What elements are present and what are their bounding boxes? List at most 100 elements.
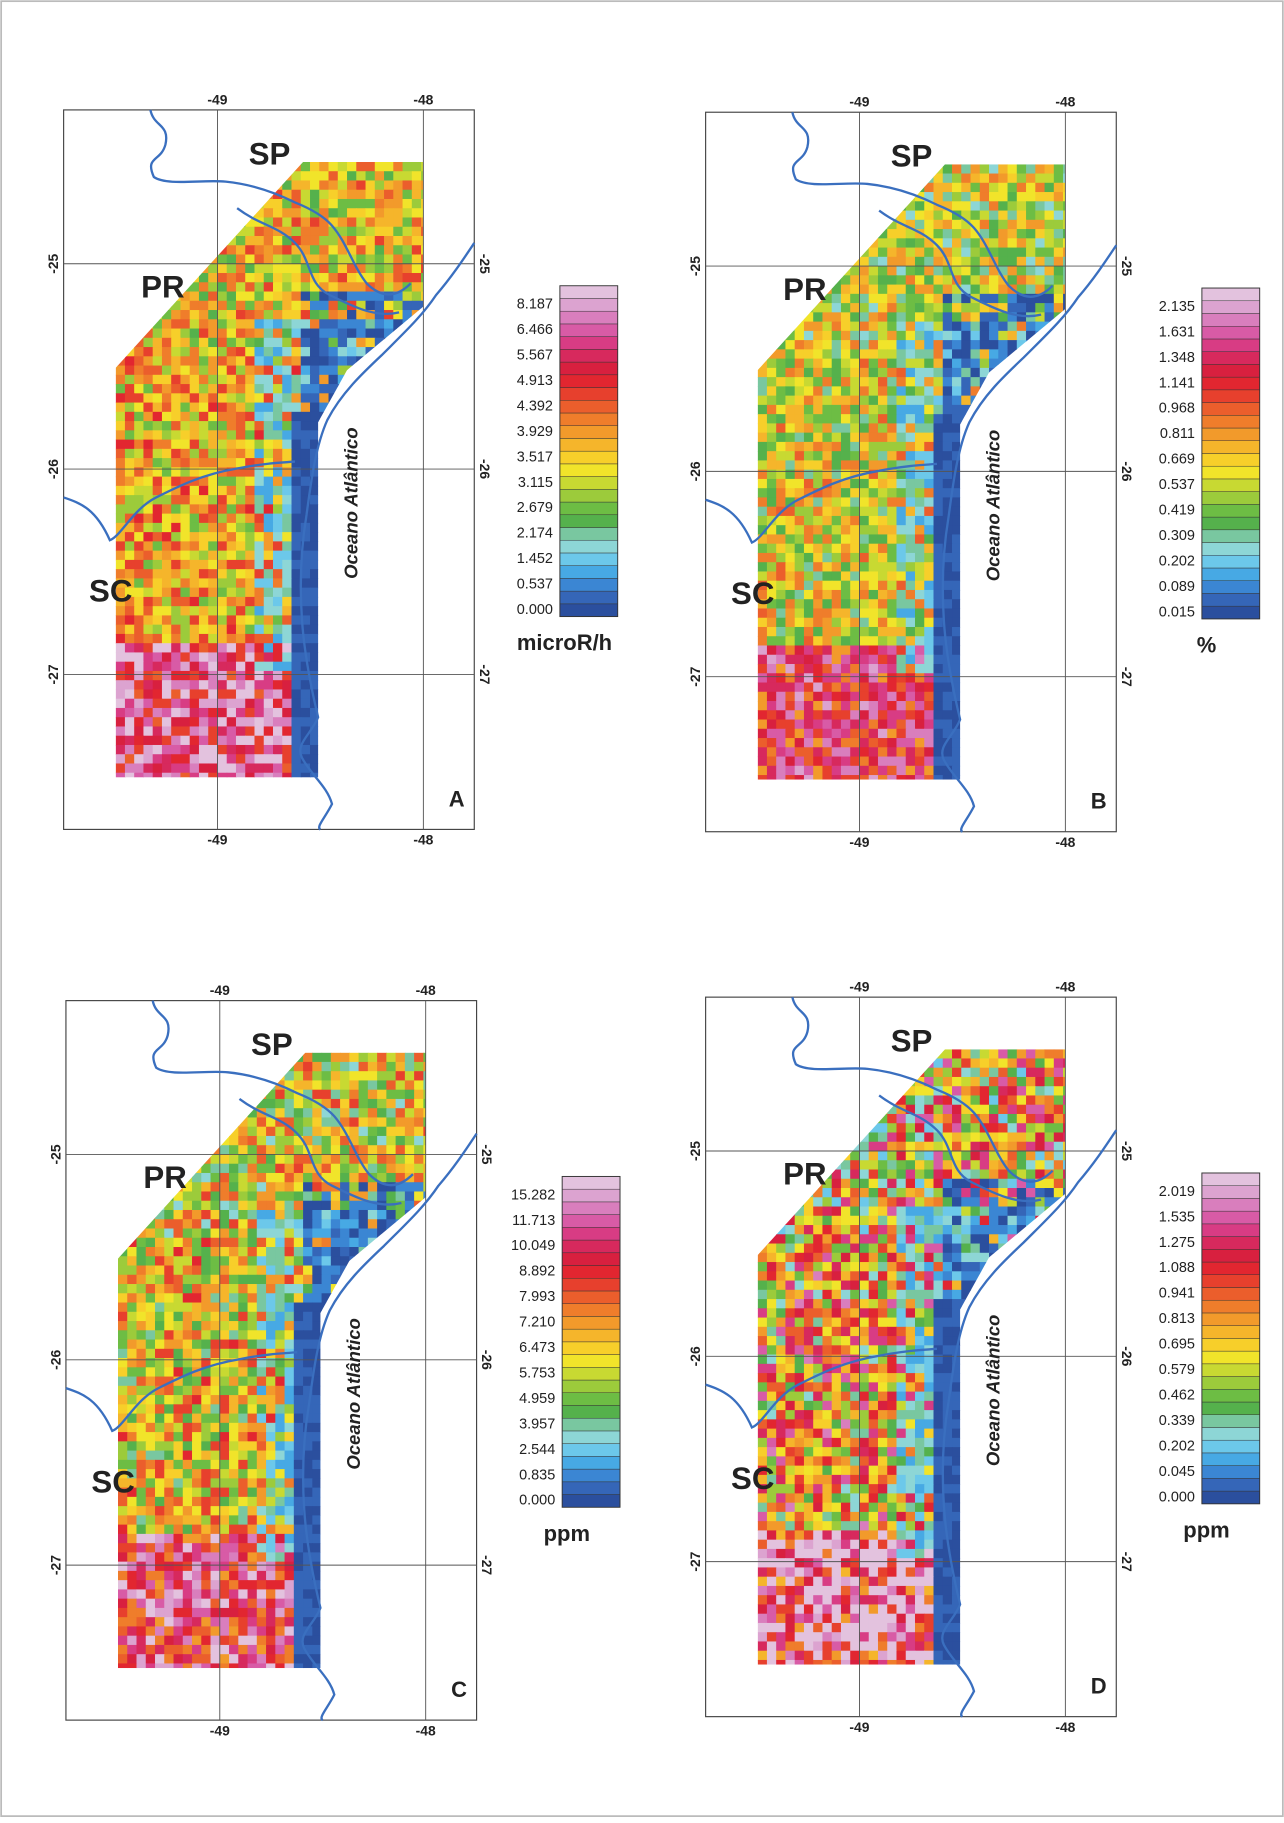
raster-cell [980, 349, 990, 359]
raster-cell [301, 477, 311, 487]
raster-cell [125, 726, 135, 736]
raster-cell [887, 534, 897, 544]
raster-cell [869, 757, 879, 767]
raster-cell [349, 1099, 359, 1109]
raster-cell [878, 433, 888, 443]
raster-cell [961, 248, 971, 258]
legend-label: 1.141 [1159, 375, 1195, 391]
raster-cell [301, 430, 311, 440]
raster-cell [878, 720, 888, 730]
raster-cell [236, 356, 246, 366]
raster-cell [282, 754, 292, 764]
raster-cell [850, 340, 860, 350]
raster-cell [878, 664, 888, 674]
raster-cell [758, 747, 768, 757]
raster-cell [804, 590, 814, 600]
raster-cell [887, 710, 897, 720]
raster-cell [116, 662, 126, 672]
raster-cell [412, 282, 422, 292]
raster-cell [190, 523, 200, 533]
raster-cell [254, 310, 264, 320]
raster-cell [236, 523, 246, 533]
raster-cell [896, 544, 906, 554]
raster-cell [804, 562, 814, 572]
raster-cell [356, 338, 366, 348]
raster-cell [859, 266, 869, 276]
raster-cell [850, 664, 860, 674]
raster-cell [190, 375, 200, 385]
raster-cell [319, 301, 329, 311]
raster-cell [943, 312, 953, 322]
raster-cell [217, 541, 227, 551]
raster-cell [282, 319, 292, 329]
raster-cell [180, 384, 190, 394]
raster-cell [366, 255, 376, 265]
raster-cell [329, 208, 339, 218]
raster-cell [841, 294, 851, 304]
raster-cell [980, 340, 990, 350]
raster-cell [282, 532, 292, 542]
raster-cell [292, 264, 302, 274]
raster-cell [254, 495, 264, 505]
raster-cell [795, 359, 805, 369]
raster-cell [356, 190, 366, 200]
raster-cell [832, 414, 842, 424]
raster-cell [869, 701, 879, 711]
raster-cell [375, 264, 385, 274]
raster-cell [153, 763, 163, 773]
raster-cell [906, 248, 916, 258]
raster-cell [767, 368, 777, 378]
raster-cell [906, 618, 916, 628]
raster-cell [264, 532, 274, 542]
raster-cell [301, 680, 311, 690]
raster-cell [841, 673, 851, 683]
raster-cell [275, 1108, 285, 1118]
raster-cell [767, 738, 777, 748]
raster-cell [869, 377, 879, 387]
raster-cell [143, 375, 153, 385]
raster-cell [795, 377, 805, 387]
raster-cell [971, 164, 981, 174]
raster-cell [767, 534, 777, 544]
raster-cell [217, 625, 227, 635]
raster-cell [804, 664, 814, 674]
raster-cell [758, 692, 768, 702]
raster-cell [245, 412, 255, 422]
raster-cell [832, 442, 842, 452]
raster-cell [134, 745, 144, 755]
raster-cell [254, 236, 264, 246]
lat-label: -27 [477, 664, 493, 684]
raster-cell [180, 329, 190, 339]
raster-cell [414, 1117, 424, 1127]
raster-cell [238, 1127, 248, 1137]
raster-cell [813, 516, 823, 526]
raster-cell [980, 266, 990, 276]
raster-cell [822, 738, 832, 748]
raster-cell [292, 541, 302, 551]
raster-cell [850, 571, 860, 581]
raster-cell [254, 615, 264, 625]
raster-cell [795, 405, 805, 415]
raster-cell [199, 680, 209, 690]
raster-cell [143, 449, 153, 459]
raster-cell [180, 634, 190, 644]
raster-cell [162, 699, 172, 709]
raster-cell [171, 393, 181, 403]
raster-cell [952, 220, 962, 230]
raster-cell [1045, 192, 1055, 202]
raster-cell [190, 403, 200, 413]
raster-cell [896, 627, 906, 637]
raster-cell [227, 597, 237, 607]
raster-cell [887, 257, 897, 267]
raster-cell [116, 458, 126, 468]
raster-cell [896, 229, 906, 239]
raster-cell [822, 599, 832, 609]
raster-cell [171, 597, 181, 607]
raster-cell [208, 310, 218, 320]
raster-cell [227, 319, 237, 329]
raster-cell [767, 386, 777, 396]
raster-cell [934, 386, 944, 396]
raster-cell [386, 1053, 396, 1063]
raster-cell [943, 340, 953, 350]
raster-cell [896, 322, 906, 332]
